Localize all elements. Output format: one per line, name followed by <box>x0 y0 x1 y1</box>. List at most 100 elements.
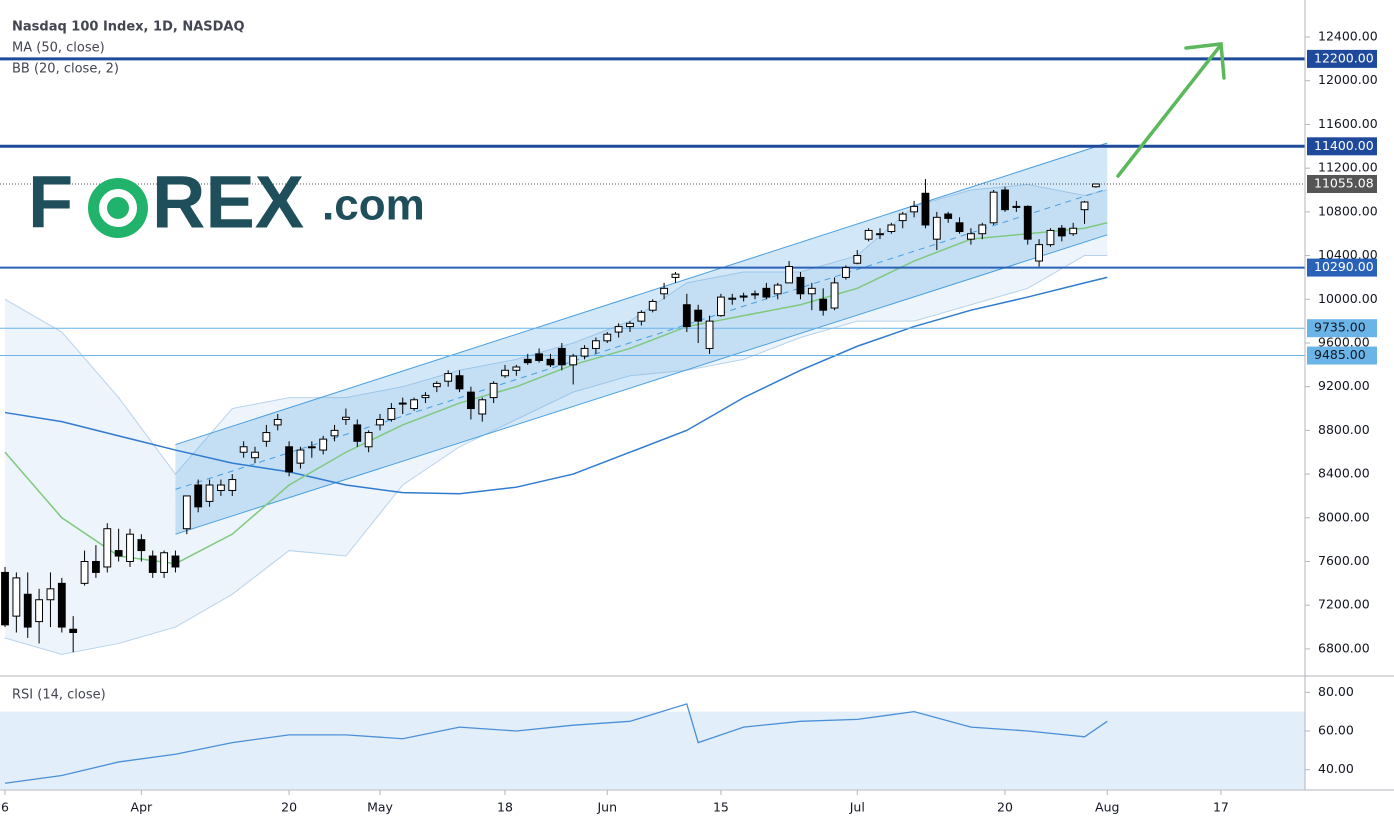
candle-body <box>807 287 816 295</box>
candle-body <box>217 484 225 491</box>
candle-body <box>103 528 112 568</box>
candle-body <box>887 224 896 233</box>
candle-body <box>194 484 203 508</box>
candle-body <box>921 192 930 226</box>
candle-body <box>739 295 748 298</box>
candle-body <box>273 418 282 426</box>
candle-body <box>932 216 941 240</box>
indicator-label: BB (20, close, 2) <box>12 62 119 77</box>
candle-body <box>592 340 600 349</box>
candle-body <box>421 394 430 399</box>
candle-body <box>1046 229 1055 246</box>
candle-body <box>239 446 248 453</box>
indicator-label: MA (50, close) <box>12 41 105 56</box>
last-price-box <box>1307 174 1377 193</box>
candle-body <box>114 550 123 557</box>
candle-body <box>1 571 9 626</box>
candle-body <box>57 582 66 628</box>
rsi-line <box>4 703 1108 784</box>
level-label-box <box>1307 137 1377 156</box>
candle-body <box>717 296 725 317</box>
x-tick-label: 20 <box>281 800 297 815</box>
x-tick-label: Jul <box>849 800 865 815</box>
candle-body <box>1057 227 1066 237</box>
level-label-box <box>1307 258 1377 277</box>
y-tick-label: 6800.00 <box>1318 640 1370 655</box>
candle-body <box>126 533 134 562</box>
logo: F REX .com <box>28 161 425 244</box>
level-label-box <box>1307 346 1377 365</box>
y-tick-label: 11200.00 <box>1318 160 1378 175</box>
candle-body <box>944 213 953 219</box>
y-tick-label: 9600.00 <box>1318 334 1370 349</box>
candle-body <box>398 402 407 405</box>
y-tick-label: 11600.00 <box>1318 116 1378 131</box>
candle-body <box>228 479 237 491</box>
level-label: 9735.00 <box>1314 320 1366 335</box>
candle-body <box>205 484 214 502</box>
candle-body <box>842 267 850 278</box>
candle-body <box>853 255 862 264</box>
candle-body <box>705 320 714 349</box>
candle-body <box>898 213 907 222</box>
x-tick-label: Apr <box>131 800 153 815</box>
y-tick-label: 8400.00 <box>1318 466 1370 481</box>
candle-body <box>467 391 475 410</box>
candle-body <box>546 358 555 366</box>
candle-body <box>1023 205 1032 240</box>
y-tick-label: 10800.00 <box>1318 203 1378 218</box>
bollinger-lower <box>4 255 1108 655</box>
x-tick-label: 6 <box>1 800 9 815</box>
y-tick-label: 40.00 <box>1318 761 1354 776</box>
candle-body <box>12 577 21 617</box>
candle-body <box>92 560 100 573</box>
candle-body <box>682 304 691 328</box>
candle-body <box>285 446 294 473</box>
y-tick-label: 10400.00 <box>1318 247 1378 262</box>
logo-text: REX <box>152 161 304 244</box>
rsi-band <box>0 711 1305 790</box>
y-tick-label: 12400.00 <box>1318 29 1378 44</box>
candle-body <box>307 446 316 449</box>
candle-body <box>989 191 998 224</box>
level-label: 9485.00 <box>1314 347 1366 362</box>
candle-body <box>819 298 828 311</box>
arrow <box>1116 42 1226 178</box>
candle-body <box>262 432 271 442</box>
candle-body <box>69 628 78 634</box>
indicator-label: RSI (14, close) <box>12 688 106 703</box>
y-tick-label: 8800.00 <box>1318 422 1370 437</box>
candle-body <box>785 265 794 284</box>
candle-body <box>1080 201 1089 211</box>
y-tick-label: 10000.00 <box>1318 291 1378 306</box>
candle-body <box>728 297 737 300</box>
level-label-box <box>1307 49 1377 68</box>
candle-body <box>523 358 532 364</box>
x-tick-label: 20 <box>997 800 1013 815</box>
candle-body <box>1092 183 1100 188</box>
candle-body <box>864 229 873 240</box>
y-tick-label: 7200.00 <box>1318 597 1370 612</box>
candle-body <box>660 287 669 295</box>
candle-body <box>955 222 964 233</box>
candle-body <box>603 333 612 342</box>
candle-body <box>773 284 782 295</box>
level-label: 11400.00 <box>1314 138 1374 153</box>
candle-body <box>182 495 191 530</box>
candle-body <box>535 353 544 361</box>
candle-body <box>694 309 703 322</box>
last-price-label: 11055.08 <box>1314 175 1374 190</box>
candle-body <box>319 438 328 451</box>
x-tick-label: Jun <box>597 800 618 815</box>
candle-body <box>978 224 987 235</box>
candle-body <box>512 366 521 371</box>
x-tick-label: 18 <box>497 800 513 815</box>
level-label-box <box>1307 319 1377 338</box>
candle-body <box>160 552 169 573</box>
candle-body <box>353 424 362 442</box>
channel-upper <box>175 142 1108 446</box>
candle-body <box>171 555 180 568</box>
